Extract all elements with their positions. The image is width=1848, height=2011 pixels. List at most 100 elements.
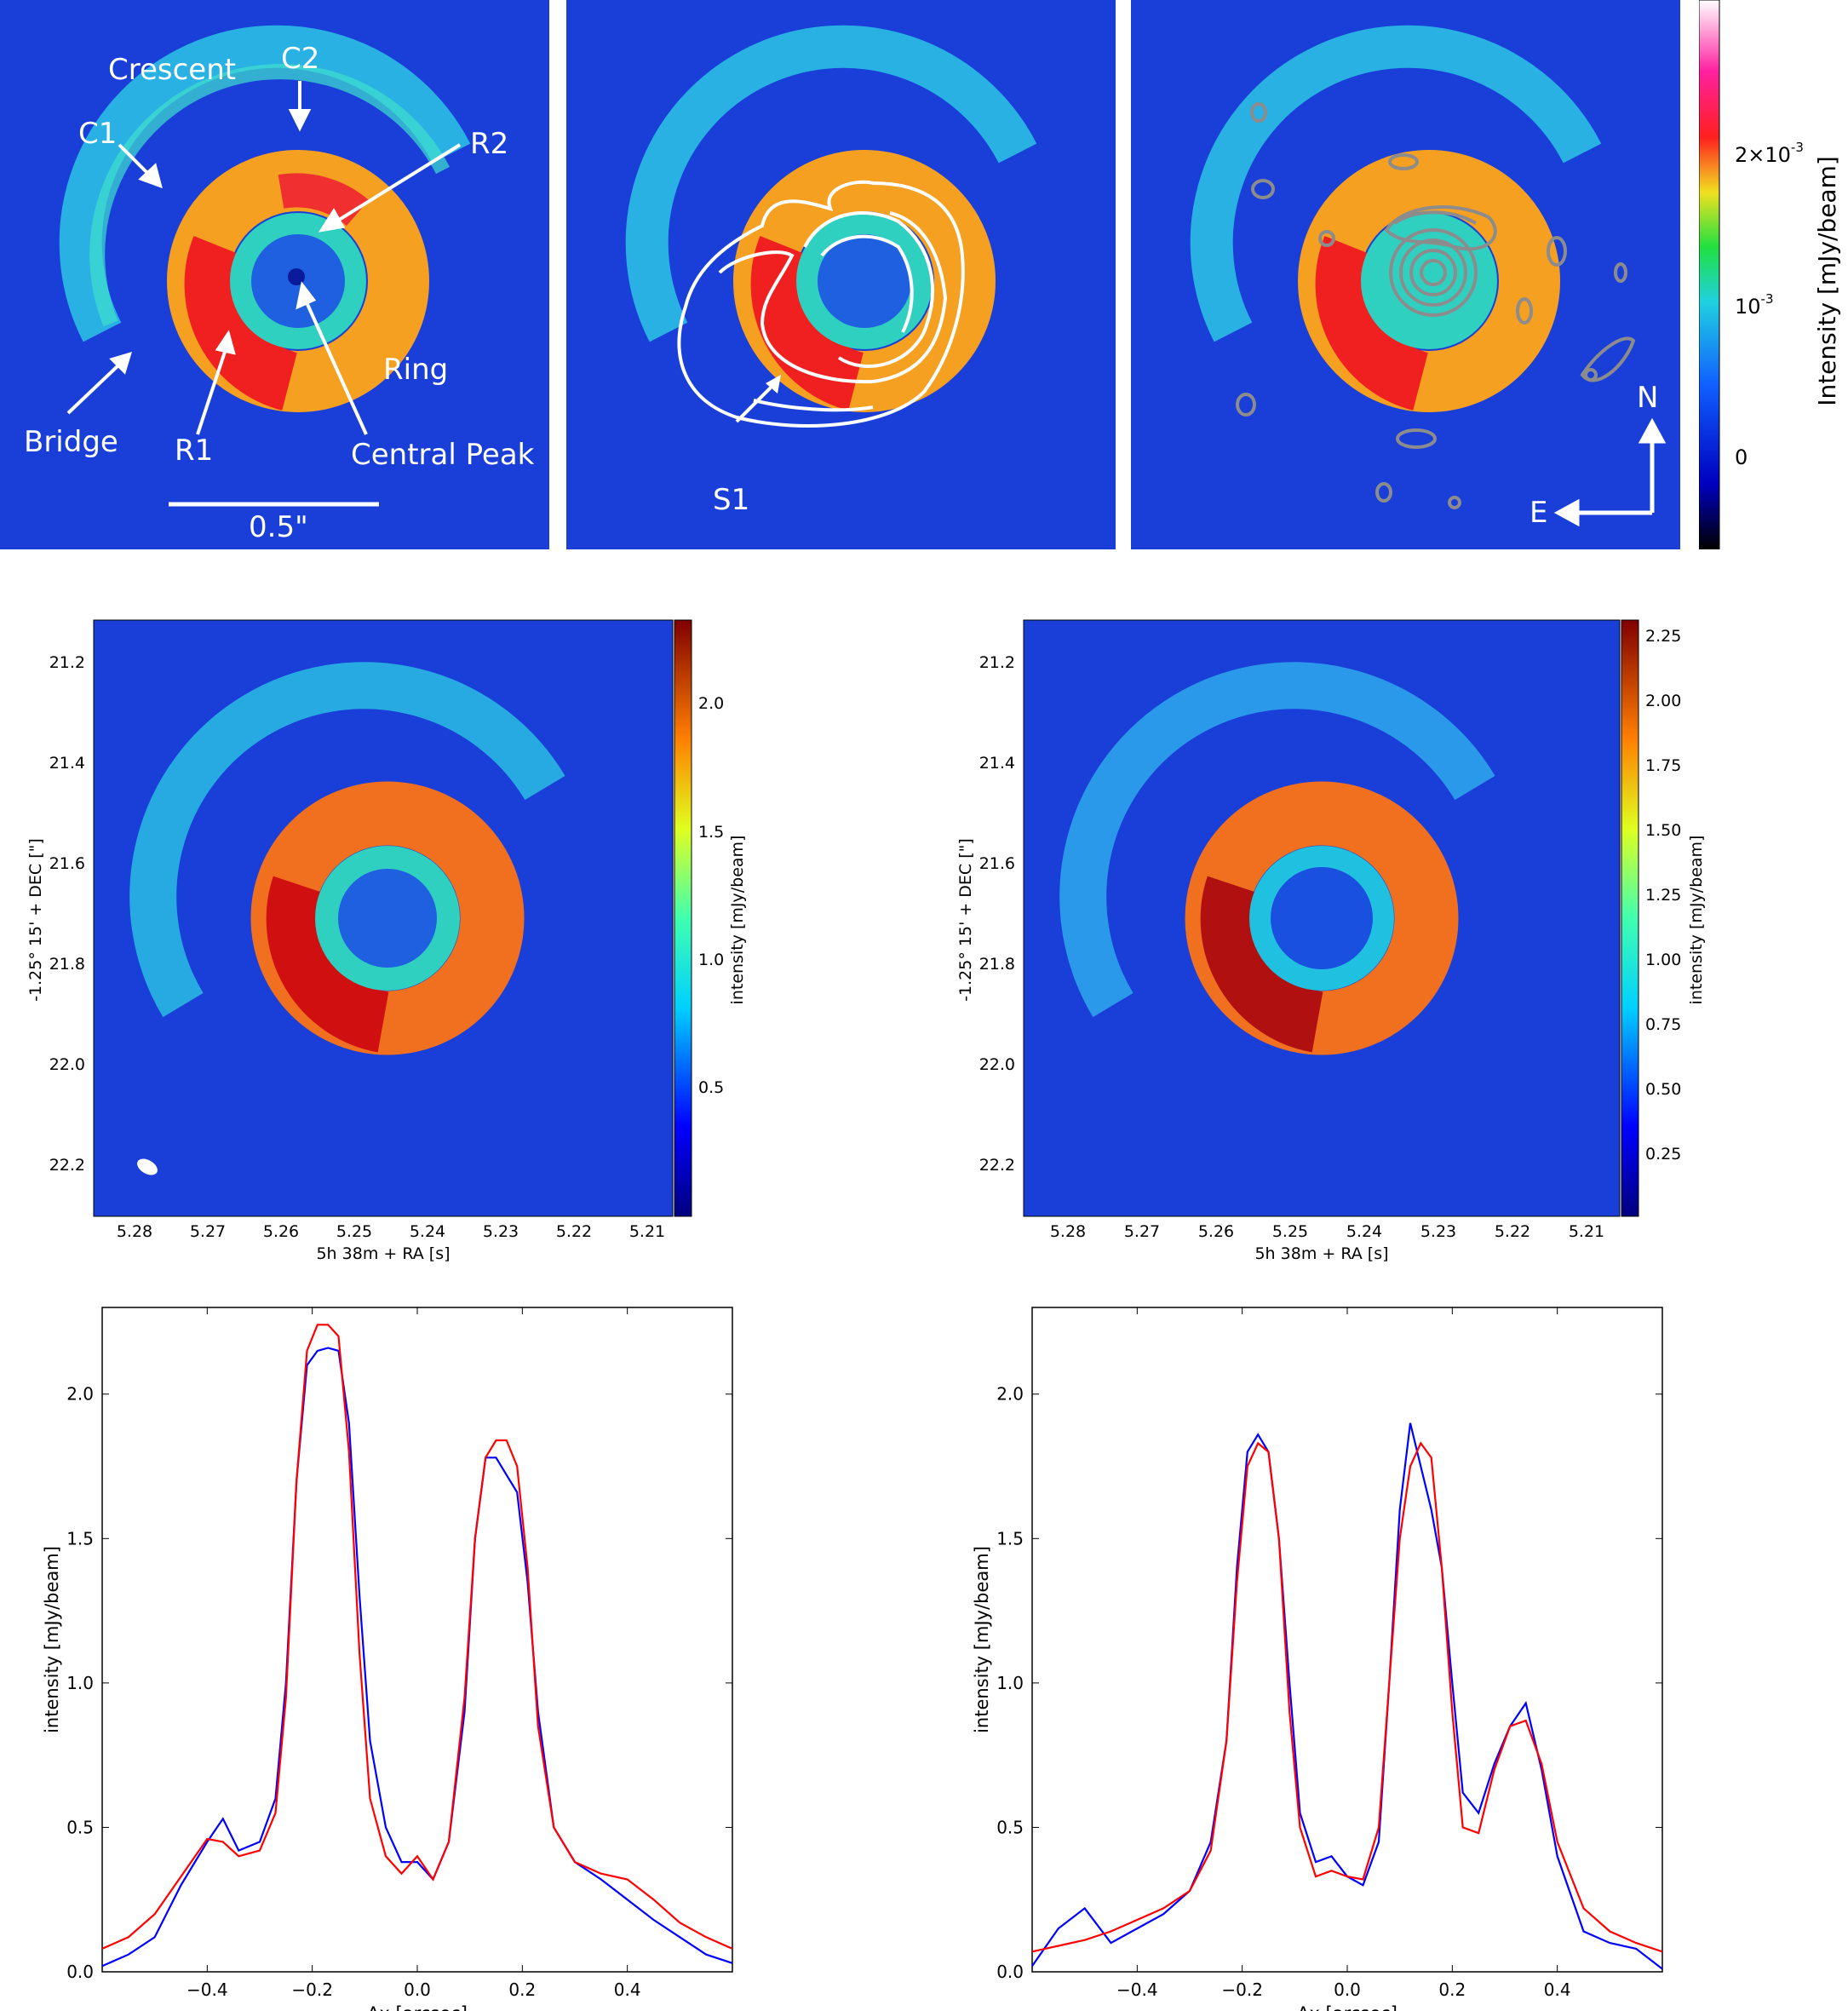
svg-text:5.25: 5.25 bbox=[1272, 1222, 1308, 1241]
svg-text:5.21: 5.21 bbox=[629, 1222, 665, 1241]
central-cavity bbox=[818, 234, 911, 328]
svg-text:5.26: 5.26 bbox=[1198, 1222, 1234, 1241]
svg-text:2.0: 2.0 bbox=[698, 694, 724, 713]
svg-text:2.25: 2.25 bbox=[1645, 627, 1681, 646]
plot-frame bbox=[101, 1307, 733, 1973]
s1-arrow bbox=[735, 386, 772, 423]
central-cavity bbox=[338, 869, 437, 968]
svg-text:22.0: 22.0 bbox=[979, 1055, 1015, 1074]
ring-peak-r1 bbox=[266, 876, 390, 1053]
y-axis-label: -1.25° 15' + DEC ["] bbox=[26, 838, 45, 1002]
top-panel-contours-white: S1 bbox=[566, 0, 1116, 549]
y-ticks: 21.2 21.4 21.6 21.8 22.0 22.2 bbox=[979, 653, 1015, 1175]
y-tick-label: 2.0 bbox=[66, 1384, 94, 1405]
middle-panel-model: 21.2 21.4 21.6 21.8 22.0 22.2 5.28 5.27 … bbox=[956, 619, 1706, 1263]
colorbar-label: intensity [mJy/beam] bbox=[728, 836, 747, 1005]
x-tick-label: 0.0 bbox=[1334, 1979, 1361, 2000]
colorbar-label: Intensity [mJy/beam] bbox=[1813, 156, 1841, 406]
svg-text:0.5: 0.5 bbox=[698, 1078, 724, 1097]
central-peak bbox=[288, 268, 305, 285]
series-line-observed bbox=[101, 1347, 733, 1968]
series-line-observed bbox=[1031, 1422, 1663, 1970]
series-line-model bbox=[1031, 1441, 1663, 1953]
top-colorbar: 2×10-3 10-3 0 Intensity [mJy/beam] bbox=[1699, 0, 1841, 549]
svg-text:5.24: 5.24 bbox=[1346, 1222, 1382, 1241]
y-tick-label: 1.5 bbox=[996, 1528, 1024, 1548]
colorbar-tick-2e-3: 2×10-3 bbox=[1735, 140, 1804, 167]
top-panel-contours-grey: N E bbox=[1131, 0, 1680, 549]
compass bbox=[1553, 417, 1667, 527]
grey-contours bbox=[1236, 102, 1636, 509]
x-axis-label: 5h 38m + RA [s] bbox=[1254, 1244, 1388, 1263]
svg-text:5.27: 5.27 bbox=[1124, 1222, 1160, 1241]
label-r2: R2 bbox=[470, 127, 508, 161]
x-ticks: 5.28 5.27 5.26 5.25 5.24 5.23 5.22 5.21 bbox=[1050, 1222, 1604, 1241]
colorbar-tick-0: 0 bbox=[1735, 445, 1748, 469]
y-tick-label: 1.5 bbox=[66, 1528, 94, 1548]
svg-text:22.2: 22.2 bbox=[49, 1156, 85, 1175]
crescent-structure bbox=[1190, 25, 1602, 342]
svg-text:22.0: 22.0 bbox=[49, 1055, 85, 1074]
svg-text:22.2: 22.2 bbox=[979, 1156, 1015, 1175]
colorbar-ticks: 2.0 1.5 1.0 0.5 bbox=[698, 694, 724, 1097]
x-tick-label: 0.2 bbox=[1438, 1979, 1466, 2000]
svg-text:21.6: 21.6 bbox=[49, 854, 85, 873]
svg-text:5.26: 5.26 bbox=[263, 1222, 299, 1241]
x-axis-label: Δx [arcsec] bbox=[367, 2003, 468, 2011]
y-tick-label: 1.0 bbox=[66, 1673, 94, 1693]
y-axis-label: intensity [mJy/beam] bbox=[42, 1546, 62, 1733]
label-r1: R1 bbox=[175, 434, 213, 468]
x-tick-label: −0.4 bbox=[1116, 1979, 1158, 2000]
x-tick-label: −0.2 bbox=[291, 1979, 333, 2000]
y-tick-label: 0.0 bbox=[66, 1962, 94, 1982]
profile-chart-left: 0.0 0.5 1.0 1.5 2.0 −0.4 −0.2 0.0 0.2 0.4 Δx [arcs… bbox=[42, 1307, 733, 2011]
svg-text:21.6: 21.6 bbox=[979, 854, 1015, 873]
svg-text:5.25: 5.25 bbox=[336, 1222, 372, 1241]
profile-chart-right: 0.0 0.5 1.0 1.5 2.0 −0.4 −0.2 0.0 0.2 0.4 Δx [arcs… bbox=[972, 1307, 1663, 2011]
crescent-structure bbox=[129, 662, 565, 1018]
svg-text:1.00: 1.00 bbox=[1645, 951, 1681, 969]
y-tick-label: 0.0 bbox=[996, 1962, 1024, 1982]
svg-text:0.50: 0.50 bbox=[1645, 1080, 1681, 1099]
s1-arrowhead bbox=[766, 375, 781, 394]
label-ring: Ring bbox=[383, 353, 448, 387]
colorbar-tick-1e-3: 10-3 bbox=[1735, 291, 1774, 319]
model-cavity bbox=[1271, 867, 1373, 969]
colorbar-gradient bbox=[1699, 0, 1720, 549]
label-east: E bbox=[1529, 496, 1547, 530]
svg-text:1.75: 1.75 bbox=[1645, 756, 1681, 775]
svg-text:5.21: 5.21 bbox=[1569, 1222, 1604, 1241]
series-line-model bbox=[101, 1324, 733, 1950]
y-tick-label: 1.0 bbox=[996, 1673, 1024, 1693]
crescent-structure bbox=[59, 25, 471, 342]
label-central-peak: Central Peak bbox=[351, 438, 535, 472]
svg-text:1.50: 1.50 bbox=[1645, 821, 1681, 840]
svg-text:21.2: 21.2 bbox=[49, 653, 85, 672]
scale-bar-label: 0.5" bbox=[249, 510, 308, 544]
colorbar-label: intensity [mJy/beam] bbox=[1687, 836, 1706, 1005]
svg-text:21.8: 21.8 bbox=[49, 955, 85, 974]
label-crescent: Crescent bbox=[108, 53, 236, 87]
svg-text:21.8: 21.8 bbox=[979, 955, 1015, 974]
ring-peak-r1 bbox=[184, 236, 298, 411]
svg-text:5.23: 5.23 bbox=[1420, 1222, 1456, 1241]
colorbar-gradient bbox=[674, 619, 692, 1217]
beam-ellipse bbox=[137, 1158, 158, 1175]
ring-peak-r2 bbox=[278, 173, 370, 227]
label-north: N bbox=[1637, 381, 1658, 415]
label-s1: S1 bbox=[713, 483, 749, 517]
svg-text:5.27: 5.27 bbox=[190, 1222, 226, 1241]
svg-text:21.2: 21.2 bbox=[979, 653, 1015, 672]
x-tick-label: 0.2 bbox=[508, 1979, 536, 2000]
x-tick-label: −0.2 bbox=[1221, 1979, 1263, 2000]
svg-text:5.22: 5.22 bbox=[556, 1222, 592, 1241]
svg-text:5.28: 5.28 bbox=[117, 1222, 152, 1241]
ring-peak-r1 bbox=[1315, 236, 1429, 411]
label-c2: C2 bbox=[281, 42, 319, 76]
model-ring-peak bbox=[1200, 876, 1324, 1053]
x-tick-label: −0.4 bbox=[187, 1979, 228, 2000]
svg-text:1.25: 1.25 bbox=[1645, 886, 1681, 905]
x-axis-label: 5h 38m + RA [s] bbox=[316, 1244, 450, 1263]
y-tick-label: 2.0 bbox=[996, 1384, 1024, 1405]
top-panel-observed: Crescent C2 C1 R2 Ring Bridge R1 Central… bbox=[0, 0, 549, 549]
